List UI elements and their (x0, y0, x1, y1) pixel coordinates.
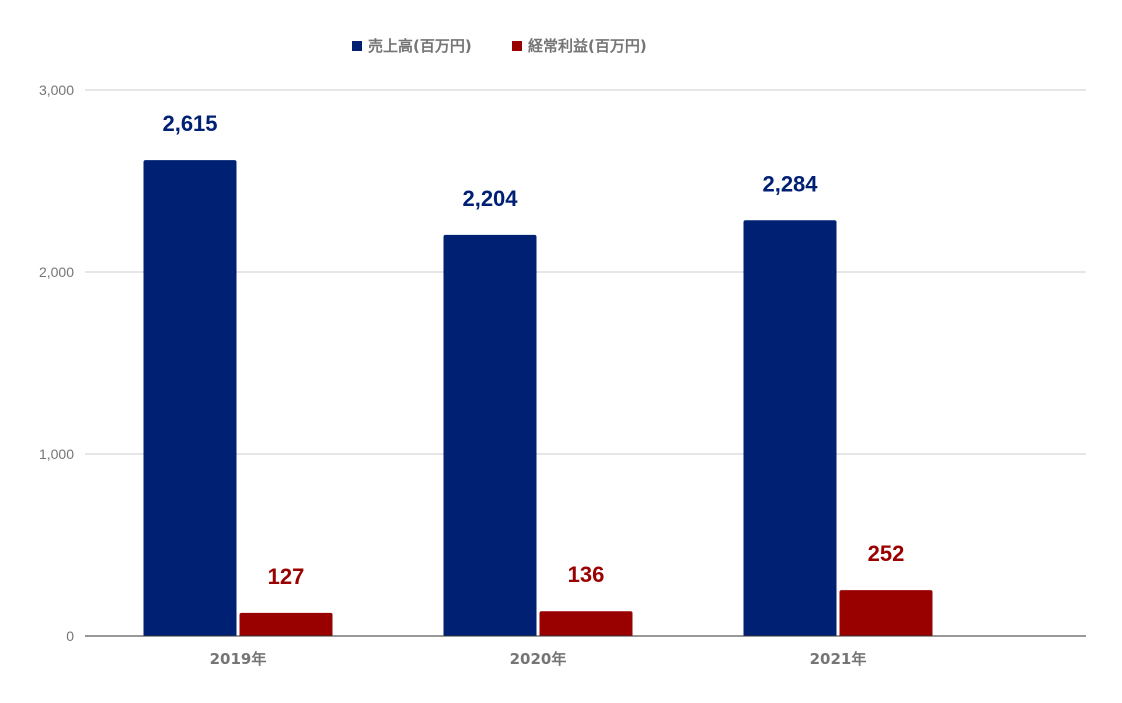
legend-label: 経常利益(百万円) (528, 37, 647, 55)
x-tick-label: 2019年 (210, 650, 267, 668)
y-tick-label: 3,000 (39, 82, 74, 98)
bar-sales (443, 234, 537, 636)
y-axis: 0 1,000 2,000 3,000 (39, 82, 74, 644)
bar-ordinary-profit (839, 590, 933, 636)
data-label: 127 (268, 564, 305, 589)
legend-label: 売上高(百万円) (368, 37, 472, 55)
y-tick-label: 0 (66, 628, 74, 644)
legend: 売上高(百万円) 経常利益(百万円) (352, 37, 647, 55)
bar-sales (743, 220, 837, 636)
data-label: 2,615 (162, 111, 217, 136)
x-tick-label: 2020年 (510, 650, 567, 668)
y-tick-label: 1,000 (39, 446, 74, 462)
data-label: 136 (568, 562, 605, 587)
data-label: 2,284 (762, 171, 818, 196)
legend-swatch (352, 41, 362, 51)
legend-swatch (512, 41, 522, 51)
x-tick-label: 2021年 (810, 650, 867, 668)
data-labels: 2,615 127 2,204 136 2,284 252 (162, 111, 904, 589)
data-label: 2,204 (462, 186, 518, 211)
gridlines (85, 89, 1086, 455)
data-label: 252 (868, 541, 905, 566)
bar-ordinary-profit (239, 612, 333, 636)
bar-sales (143, 160, 237, 636)
bar-ordinary-profit (539, 611, 633, 636)
y-tick-label: 2,000 (39, 264, 74, 280)
x-axis: 2019年 2020年 2021年 (85, 635, 1086, 668)
bars (143, 160, 933, 636)
